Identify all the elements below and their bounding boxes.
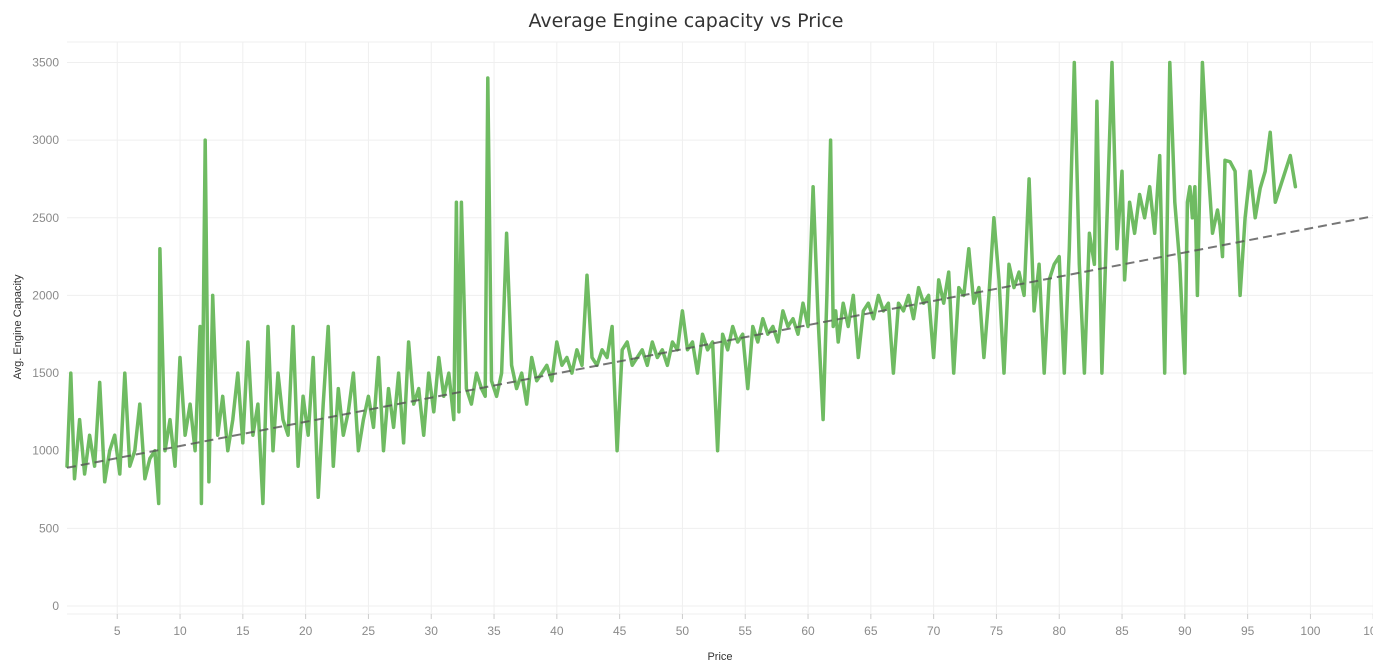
x-tick-label: 75 [990,624,1004,638]
x-tick-label: 45 [613,624,627,638]
x-tick-label: 95 [1241,624,1255,638]
y-axis-label: Avg. Engine Capacity [12,274,24,379]
x-tick-label: 80 [1053,624,1067,638]
x-tick-label: 30 [425,624,439,638]
y-tick-label: 500 [39,521,59,535]
x-tick-label: 55 [739,624,753,638]
x-tick-label: 5 [114,624,121,638]
x-tick-label: 105 [1363,624,1373,638]
y-tick-label: 1500 [32,366,59,380]
x-tick-label: 65 [864,624,878,638]
series-line-avg-engine-capacity [65,60,1298,506]
x-axis-label: Price [707,651,732,663]
x-tick-label: 50 [676,624,690,638]
x-tick-label: 20 [299,624,313,638]
x-tick-label: 90 [1178,624,1192,638]
y-tick-label: 3000 [32,133,59,147]
y-tick-label: 2000 [32,288,59,302]
x-tick-label: 70 [927,624,941,638]
x-tick-label: 60 [801,624,815,638]
x-tick-label: 40 [550,624,564,638]
y-tick-label: 3500 [32,55,59,69]
x-tick-label: 10 [173,624,187,638]
x-tick-label: 15 [236,624,250,638]
y-tick-label: 2500 [32,211,59,225]
trend-line [66,215,1373,469]
chart-title: Average Engine capacity vs Price [528,10,843,32]
x-tick-label: 100 [1300,624,1320,638]
x-tick-label: 25 [362,624,376,638]
y-tick-label: 1000 [32,444,59,458]
axis-ticks: 0 500 1000 1500 2000 2500 3000 3500 5 10 15 20 25 30 3… [32,55,1373,638]
grid-lines [67,41,1373,615]
x-tick-label: 85 [1115,624,1129,638]
plot-area [65,60,1373,506]
x-tick-label: 35 [487,624,501,638]
y-tick-label: 0 [52,599,59,613]
